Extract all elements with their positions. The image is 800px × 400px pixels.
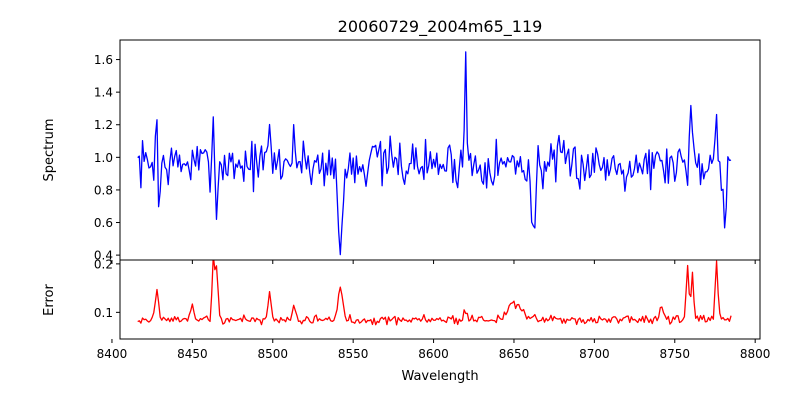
series-line-error <box>137 260 732 326</box>
spectrum-y-ticks: 0.4 0.6 0.8 1.0 1.2 1.4 1.6 <box>94 53 120 263</box>
x-tick-label: 8600 <box>418 347 449 361</box>
error-y-axis-label: Error <box>42 284 57 316</box>
x-tick-label: 8700 <box>579 347 610 361</box>
spectrum-y-axis-label: Spectrum <box>42 119 57 182</box>
y-tick-label: 0.2 <box>94 257 113 271</box>
y-tick-label: 1.0 <box>94 151 113 165</box>
error-panel: 0.10.2 8400 8450 8500 8550 8600 8650 8700 8750 8… <box>42 257 771 384</box>
spectrum-panel: 20060729_2004m65_119 0.4 0.6 0.8 1.0 1.2 1.4 1… <box>42 17 761 264</box>
x-tick-label: 8400 <box>97 347 128 361</box>
x-tick-label: 8750 <box>660 347 691 361</box>
x-tick-label: 8450 <box>177 347 208 361</box>
x-tick-label: 8500 <box>257 347 288 361</box>
chart-title: 20060729_2004m65_119 <box>338 17 543 37</box>
error-y-ticks: 0.1 0.2 <box>94 257 120 320</box>
y-tick-label: 0.6 <box>94 216 113 230</box>
x-axis-label: Wavelength <box>401 369 478 384</box>
x-tick-label: 8650 <box>499 347 530 361</box>
x-tick-label: 8800 <box>740 347 771 361</box>
y-tick-label: 1.4 <box>94 86 113 100</box>
spectrum-series <box>137 51 732 256</box>
y-tick-label: 0.1 <box>94 306 113 320</box>
x-tick-label: 8550 <box>338 347 369 361</box>
y-tick-label: 0.4 <box>94 249 113 263</box>
error-plot-frame <box>119 259 761 340</box>
y-tick-label: 0.8 <box>94 183 113 197</box>
series-line-spectrum <box>137 51 732 256</box>
spectrum-x-ticks <box>111 260 756 264</box>
error-x-ticks: 8400 8450 8500 8550 8600 8650 8700 8750 8800 <box>97 339 771 361</box>
y-tick-label: 1.2 <box>94 118 113 132</box>
error-series <box>137 260 732 326</box>
y-tick-label: 1.6 <box>94 53 113 67</box>
